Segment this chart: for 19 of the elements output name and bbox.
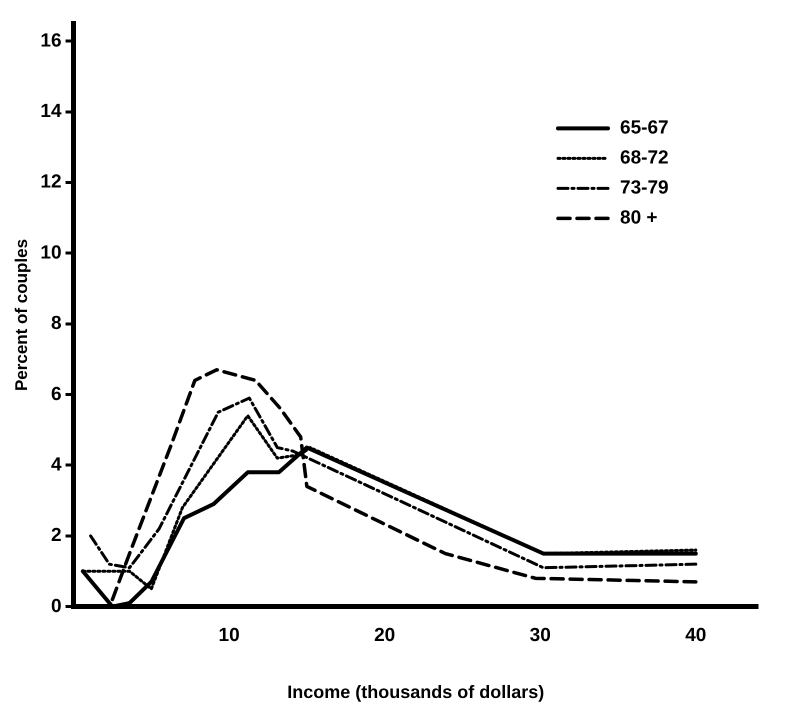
y-tick-label: 4 (50, 454, 62, 476)
y-tick-label: 14 (40, 101, 62, 122)
y-tick-label: 2 (50, 525, 62, 546)
x-tick-label: 40 (685, 625, 706, 646)
x-tick-label: 20 (374, 625, 396, 646)
x-axis-title: Income (thousands of dollars) (287, 682, 544, 702)
legend-label: 65-67 (620, 118, 669, 139)
legend-label: 80 + (620, 208, 658, 229)
y-axis-title: Percent of couples (12, 238, 31, 392)
legend-label: 68-72 (620, 148, 669, 169)
y-tick-label: 0 (50, 596, 62, 617)
y-tick-label: 12 (40, 172, 62, 193)
y-tick-label: 8 (50, 313, 62, 334)
legend-label: 73-79 (620, 178, 669, 199)
x-tick-label: 10 (218, 625, 240, 646)
y-tick-label: 10 (40, 242, 62, 264)
x-tick-label: 30 (530, 625, 551, 646)
y-tick-label: 16 (40, 30, 62, 52)
y-tick-label: 6 (50, 384, 62, 405)
